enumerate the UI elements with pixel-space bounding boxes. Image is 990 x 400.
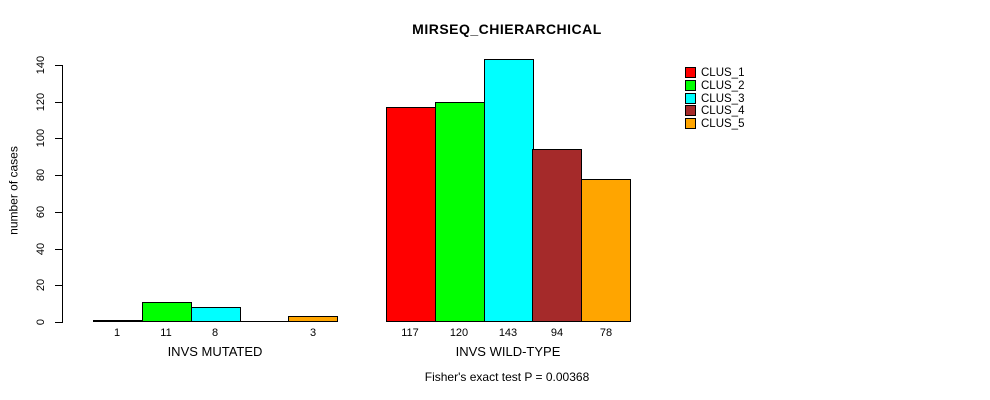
y-tick xyxy=(55,174,62,176)
bar-value-label: 8 xyxy=(211,327,219,339)
y-tick xyxy=(55,64,62,66)
bar-invs-mutated-clus_1 xyxy=(93,320,143,322)
y-axis-line xyxy=(62,65,63,323)
legend-label-clus_3: CLUS_3 xyxy=(701,93,745,105)
y-tick-label: 120 xyxy=(35,92,47,112)
y-tick xyxy=(55,321,62,323)
legend-label-clus_5: CLUS_5 xyxy=(701,118,745,130)
y-tick-label: 60 xyxy=(35,205,47,219)
bar-value-label: 3 xyxy=(309,327,317,339)
y-tick xyxy=(55,211,62,213)
y-tick xyxy=(55,101,62,103)
bar-value-label: 143 xyxy=(498,327,518,339)
legend-label-clus_4: CLUS_4 xyxy=(701,105,745,117)
bar-invs-wild-type-clus_5 xyxy=(581,179,631,322)
bar-invs-mutated-clus_2 xyxy=(142,302,192,322)
y-tick-label: 140 xyxy=(35,55,47,75)
legend-swatch-clus_1 xyxy=(685,67,696,78)
fisher-test-label: Fisher's exact test P = 0.00368 xyxy=(424,370,590,384)
bar-invs-wild-type-clus_3 xyxy=(484,59,534,322)
bar-value-label: 94 xyxy=(550,327,564,339)
bar-value-label: 11 xyxy=(160,327,172,339)
legend-swatch-clus_4 xyxy=(685,105,696,116)
bar-value-label: 1 xyxy=(113,327,121,339)
y-tick xyxy=(55,248,62,250)
y-tick xyxy=(55,137,62,139)
bar-invs-mutated-clus_3 xyxy=(191,307,241,322)
y-tick-label: 0 xyxy=(35,318,47,326)
y-tick xyxy=(55,284,62,286)
y-tick-label: 40 xyxy=(35,242,47,256)
legend-label-clus_1: CLUS_1 xyxy=(701,67,745,79)
bar-invs-wild-type-clus_1 xyxy=(386,107,436,322)
legend-swatch-clus_5 xyxy=(685,118,696,129)
y-tick-label: 100 xyxy=(35,128,47,148)
bar-value-label: 117 xyxy=(401,327,419,339)
bar-value-label: 78 xyxy=(599,327,613,339)
bar-value-label: 120 xyxy=(449,327,469,339)
bar-invs-mutated-clus_5 xyxy=(288,316,338,322)
bar-invs-wild-type-clus_4 xyxy=(532,149,582,322)
group-label-2: INVS WILD-TYPE xyxy=(455,344,561,359)
y-axis-label: number of cases xyxy=(6,146,21,235)
y-tick-label: 20 xyxy=(35,278,47,292)
legend-label-clus_2: CLUS_2 xyxy=(701,80,745,92)
bar-invs-wild-type-clus_2 xyxy=(435,102,485,322)
bar-invs-mutated-clus_4 xyxy=(239,321,289,322)
group-label-1: INVS MUTATED xyxy=(167,344,263,359)
legend-swatch-clus_2 xyxy=(685,80,696,91)
y-tick-label: 80 xyxy=(35,168,47,182)
legend-swatch-clus_3 xyxy=(685,93,696,104)
chart-title: MIRSEQ_CHIERARCHICAL xyxy=(412,21,602,37)
